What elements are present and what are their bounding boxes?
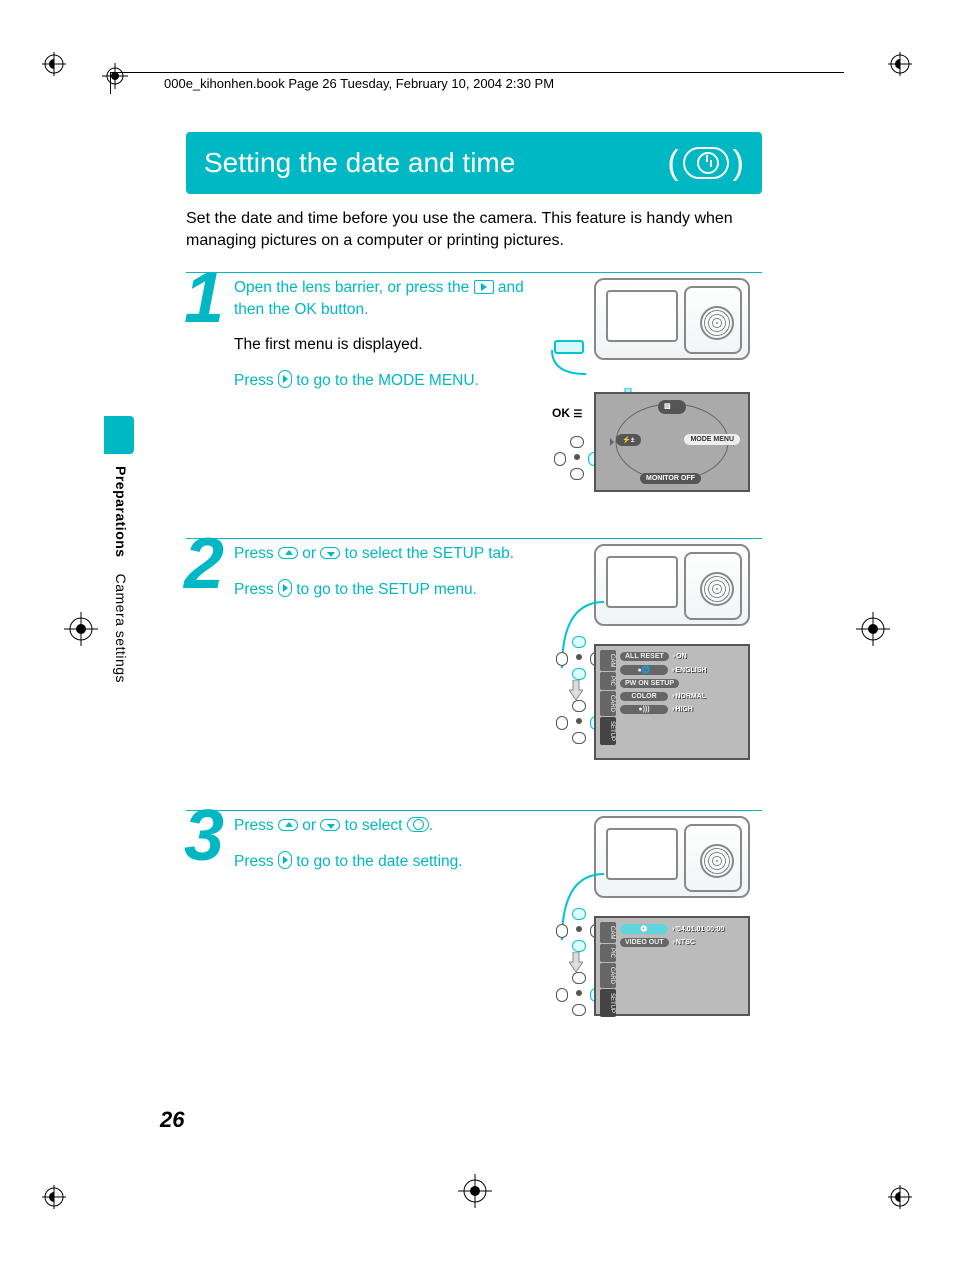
menu-row-value: ENGLISH bbox=[672, 667, 706, 674]
camera-diagram bbox=[594, 544, 750, 626]
arrow-down-icon bbox=[569, 952, 583, 972]
clock-icon bbox=[407, 817, 429, 832]
step-note: The first menu is displayed. bbox=[234, 334, 524, 356]
menu-row-label: COLOR bbox=[620, 692, 668, 701]
playback-icon bbox=[474, 280, 494, 294]
page-title-bar: Setting the date and time ( ) bbox=[186, 132, 762, 194]
right-arrow-icon bbox=[278, 370, 292, 388]
up-arrow-icon bbox=[278, 819, 298, 831]
up-arrow-icon bbox=[278, 547, 298, 559]
step-instruction: Press to go to the SETUP menu. bbox=[234, 579, 524, 601]
crop-mark-icon bbox=[42, 1185, 66, 1209]
setup-screen-diagram: CAMPICCARDSETUP ALL RESETON ●🌐ENGLISH PW… bbox=[594, 644, 750, 760]
step-1: 1 Open the lens barrier, or press the an… bbox=[186, 272, 762, 406]
clock-icon bbox=[683, 147, 729, 179]
menu-row-label: 🕘 bbox=[620, 924, 668, 934]
step-3: 3 Press or to select . Press to go to th… bbox=[186, 810, 762, 886]
down-arrow-icon bbox=[320, 547, 340, 559]
paren-close: ) bbox=[733, 144, 744, 183]
menu-row-value: '04.01.01 00:00 bbox=[672, 926, 724, 933]
pointer-line-icon bbox=[546, 334, 586, 382]
menu-row-label: ●))) bbox=[620, 705, 668, 714]
step-instruction: Press to go to the MODE MENU. bbox=[234, 370, 524, 392]
step-divider bbox=[186, 272, 762, 273]
menu-item-icon: ▨ bbox=[658, 400, 686, 414]
step-instruction: Open the lens barrier, or press the and … bbox=[234, 277, 524, 320]
menu-row-label: ALL RESET bbox=[620, 652, 669, 661]
menu-row-label: VIDEO OUT bbox=[620, 938, 669, 947]
ok-label: OK ☰ bbox=[552, 406, 582, 420]
sidebar-subsection: Camera settings bbox=[113, 574, 129, 683]
step-illustration: CAMPICCARDSETUP ALL RESETON ●🌐ENGLISH PW… bbox=[550, 544, 762, 626]
step-divider bbox=[186, 538, 762, 539]
step-number: 1 bbox=[184, 266, 224, 331]
menu-row-value: ON bbox=[673, 653, 687, 660]
step-2: 2 Press or to select the SETUP tab. Pres… bbox=[186, 538, 762, 614]
step-illustration: CAMPICCARDSETUP 🕘'04.01.01 00:00 VIDEO O… bbox=[550, 816, 762, 898]
menu-row-label: PW ON SETUP bbox=[620, 679, 679, 688]
crop-mark-icon bbox=[888, 1185, 912, 1209]
page-title: Setting the date and time bbox=[204, 147, 667, 179]
step-instruction: Press to go to the date setting. bbox=[234, 851, 524, 873]
sidebar-section: Preparations bbox=[113, 466, 129, 558]
crop-mark-icon bbox=[888, 52, 912, 76]
right-arrow-icon bbox=[278, 851, 292, 869]
camera-diagram bbox=[594, 816, 750, 898]
crop-mark-icon bbox=[42, 52, 66, 76]
running-head: 000e_kihonhen.book Page 26 Tuesday, Febr… bbox=[164, 76, 554, 91]
down-arrow-icon bbox=[320, 819, 340, 831]
setup-screen-diagram: CAMPICCARDSETUP 🕘'04.01.01 00:00 VIDEO O… bbox=[594, 916, 750, 1016]
menu-row-value: NTSC bbox=[673, 939, 695, 946]
step-divider bbox=[186, 810, 762, 811]
menu-row-value: NORMAL bbox=[672, 693, 706, 700]
registration-mark-icon bbox=[856, 612, 890, 646]
menu-row-value: HIGH bbox=[672, 706, 693, 713]
section-tab bbox=[104, 416, 134, 454]
arrow-down-icon bbox=[569, 680, 583, 700]
registration-mark-icon bbox=[458, 1174, 492, 1208]
sidebar-label: Preparations Camera settings bbox=[113, 466, 129, 683]
menu-item-flash: ⚡± bbox=[616, 434, 641, 446]
menu-item-monitor: MONITOR OFF bbox=[640, 473, 701, 484]
page-number: 26 bbox=[160, 1107, 184, 1133]
paren-open: ( bbox=[667, 144, 678, 183]
step-illustration: OK ☰ ▨ ⚡± MODE MENU MONITOR OFF bbox=[550, 278, 762, 360]
intro-paragraph: Set the date and time before you use the… bbox=[186, 208, 762, 253]
menu-row-label: ●🌐 bbox=[620, 665, 668, 675]
step-instruction: Press or to select . bbox=[234, 815, 524, 837]
step-instruction: Press or to select the SETUP tab. bbox=[234, 543, 524, 565]
menu-item-mode: MODE MENU bbox=[684, 434, 740, 445]
camera-diagram bbox=[594, 278, 750, 360]
step-number: 3 bbox=[184, 804, 224, 869]
right-arrow-icon bbox=[278, 579, 292, 597]
registration-mark-icon bbox=[64, 612, 98, 646]
menu-screen-diagram: ▨ ⚡± MODE MENU MONITOR OFF bbox=[594, 392, 750, 492]
step-number: 2 bbox=[184, 532, 224, 597]
